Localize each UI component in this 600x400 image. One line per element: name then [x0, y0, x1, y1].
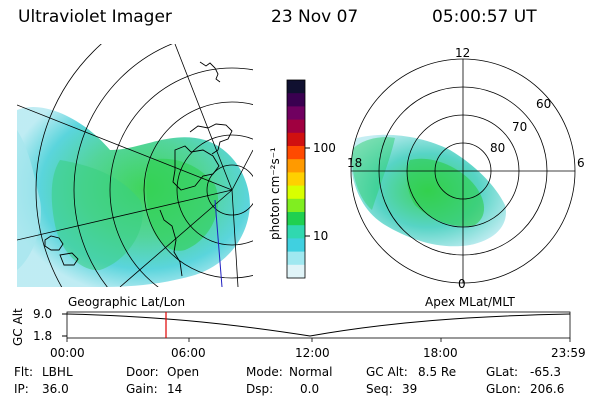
polar-lat-70: 70: [512, 120, 528, 134]
info-gcalt-value: 8.5 Re: [418, 365, 457, 379]
colorbar-stripe: [287, 93, 305, 107]
info-dsp-value: 0.0: [300, 382, 320, 396]
instrument-title: Ultraviolet Imager: [18, 7, 172, 27]
polar-lat-80: 80: [490, 141, 506, 155]
info-flt-label: Flt:: [14, 365, 33, 379]
info-glon-label: GLon:: [486, 382, 521, 396]
altitude-plot-frame: [66, 311, 571, 339]
aurora-edge-geo: [17, 130, 41, 270]
altitude-xtick-0600: 06:00: [171, 346, 206, 360]
info-ip-value: 36.0: [42, 382, 69, 396]
info-door-label: Door:: [126, 365, 159, 379]
aurora-core-geo: [51, 160, 143, 271]
altitude-plot: [62, 311, 571, 342]
info-seq-value: 39: [402, 382, 418, 396]
altitude-ytick-low: 1.8: [33, 329, 53, 343]
info-seq-label: Seq:: [366, 382, 393, 396]
colorbar-tick-10: 10: [313, 229, 329, 243]
aurora-core-polar: [351, 137, 395, 210]
colorbar-stripe: [287, 264, 305, 279]
colorbar-unit-label: photon cm⁻²s⁻¹: [268, 147, 282, 240]
polar-label-0: 0: [458, 277, 466, 291]
info-glat-label: GLat:: [486, 365, 519, 379]
altitude-ytick-high: 9.0: [33, 307, 53, 321]
geo-graticule: [17, 44, 253, 287]
info-glon-value: 206.6: [530, 382, 565, 396]
polar-lat-60: 60: [536, 97, 552, 111]
colorbar-stripe: [287, 159, 305, 173]
altitude-axis-label: GC Alt: [11, 308, 25, 346]
geo-map: [17, 44, 253, 287]
colorbar-stripe: [287, 212, 305, 226]
colorbar-stripe: [287, 251, 305, 266]
info-flt-value: LBHL: [42, 365, 73, 379]
info-glat-value: -65.3: [530, 365, 562, 379]
colorbar-stripe: [287, 185, 305, 200]
colorbar-stripe: [287, 146, 305, 160]
altitude-xtick-1200: 12:00: [295, 346, 330, 360]
altitude-curve: [66, 313, 571, 337]
colorbar-stripe: [287, 225, 305, 239]
altitude-xtick-2359: 23:59: [551, 346, 586, 360]
altitude-xtick-0000: 00:00: [50, 346, 85, 360]
colorbar-stripe: [287, 106, 305, 121]
colorbar-stripe: [287, 132, 305, 147]
aurora-core-geo-2: [146, 158, 219, 251]
polar-map-caption: Apex MLat/MLT: [425, 295, 515, 309]
geo-map-caption: Geographic Lat/Lon: [68, 295, 186, 309]
geo-track-line: [214, 199, 223, 287]
info-mode-value: Normal: [289, 365, 333, 379]
time-label: 05:00:57 UT: [432, 7, 537, 27]
colorbar-stripe: [287, 238, 305, 253]
colorbar-stripe: [287, 119, 305, 134]
polar-map: [350, 58, 576, 284]
colorbar: [286, 79, 310, 279]
polar-label-18: 18: [347, 156, 363, 170]
polar-label-6: 6: [577, 156, 585, 170]
colorbar-stripe: [287, 172, 305, 187]
geo-coastlines: [44, 61, 233, 277]
colorbar-stripe: [287, 198, 305, 213]
info-door-value: Open: [167, 365, 200, 379]
info-ip-label: IP:: [14, 382, 29, 396]
polar-label-12: 12: [455, 46, 471, 60]
altitude-xtick-1800: 18:00: [423, 346, 458, 360]
info-gcalt-label: GC Alt:: [366, 365, 408, 379]
info-gain-value: 14: [167, 382, 183, 396]
info-dsp-label: Dsp:: [246, 382, 274, 396]
info-mode-label: Mode:: [246, 365, 283, 379]
colorbar-stripe: [287, 80, 305, 94]
colorbar-tick-100: 100: [313, 141, 336, 155]
date-label: 23 Nov 07: [271, 7, 359, 27]
info-gain-label: Gain:: [126, 382, 158, 396]
